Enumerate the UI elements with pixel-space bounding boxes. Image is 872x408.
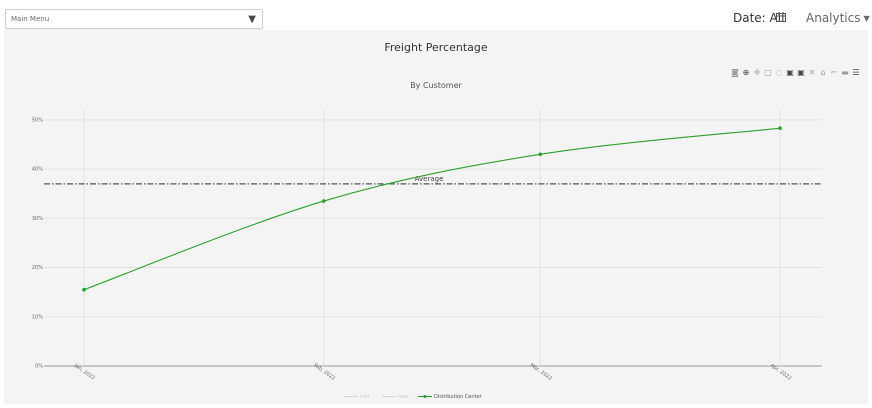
legend-item: Distribution Center (434, 394, 483, 400)
x-tick-label: Mar, 2022 (529, 362, 553, 381)
chart-modebar: ◙ ⊕ ✛ □ ◌ ▣ ▣ ✕ ⌂ ⌐ ▬ ☰ (731, 68, 860, 78)
zoom-icon[interactable]: ⊕ (742, 68, 750, 77)
y-tick-label: 0% (35, 364, 43, 370)
y-tick-label: 40% (32, 167, 43, 173)
chart-title: Freight Percentage (384, 41, 488, 54)
data-point (321, 199, 326, 203)
legend-item: max (398, 394, 409, 400)
main-menu-dropdown[interactable]: Main Menu ▼ (5, 9, 263, 29)
y-tick-label: 50% (32, 117, 43, 123)
camera-icon[interactable]: ◙ (731, 68, 739, 77)
average-label: Average (415, 175, 444, 183)
hover-closest-icon[interactable]: ▬ (841, 68, 849, 77)
y-tick-label: 30% (32, 216, 43, 222)
spike-lines-icon[interactable]: ⌐ (830, 68, 838, 77)
series-line (83, 127, 781, 291)
analytics-label: Analytics (806, 11, 861, 25)
top-bar: Main Menu ▼ Date: All Analytics ▼ (0, 0, 872, 30)
chart-subtitle: By Customer (410, 81, 462, 90)
line-chart[interactable]: 0%10%20%30%40%50%Jan, 2022 Feb, 2022 Mar, … (4, 30, 868, 404)
chart-panel: Freight Percentage By Customer ◙ ⊕ ✛ □ ◌… (4, 30, 868, 404)
legend-item: min (360, 394, 369, 400)
reset-axes-icon[interactable]: ⌂ (820, 68, 826, 77)
data-point (538, 152, 543, 157)
box-select-icon[interactable]: □ (764, 68, 772, 77)
calendar-icon[interactable] (775, 11, 787, 23)
zoom-in-icon[interactable]: ▣ (786, 68, 794, 77)
zoom-out-icon[interactable]: ▣ (797, 68, 805, 77)
data-point (778, 126, 782, 131)
y-tick-label: 20% (32, 265, 43, 271)
data-point (82, 287, 86, 292)
y-tick-label: 10% (32, 314, 43, 320)
caret-down-icon: ▼ (863, 14, 870, 23)
lasso-select-icon[interactable]: ◌ (775, 68, 783, 77)
hover-compare-icon[interactable]: ☰ (852, 68, 860, 77)
pan-icon[interactable]: ✛ (753, 68, 761, 77)
chevron-down-icon: ▼ (248, 14, 256, 25)
date-filter-label[interactable]: Date: All (733, 11, 785, 25)
legend-marker (423, 395, 427, 398)
main-menu-label: Main Menu (11, 15, 50, 23)
analytics-menu[interactable]: Analytics ▼ (806, 11, 870, 25)
autoscale-icon[interactable]: ✕ (808, 68, 816, 77)
x-tick-label: Feb, 2022 (312, 363, 336, 382)
